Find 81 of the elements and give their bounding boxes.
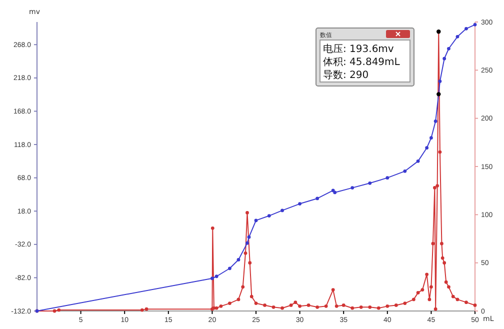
point	[316, 196, 320, 200]
point	[464, 300, 468, 304]
point	[440, 242, 444, 246]
point	[434, 307, 438, 311]
point	[331, 288, 335, 292]
point	[350, 186, 354, 190]
point	[447, 46, 450, 50]
point	[236, 258, 240, 262]
point	[306, 304, 310, 307]
point	[214, 274, 218, 278]
point	[473, 304, 477, 307]
point	[272, 305, 276, 309]
point	[350, 306, 354, 310]
point	[316, 305, 320, 309]
point	[254, 218, 258, 222]
point	[368, 305, 372, 309]
point	[412, 298, 416, 302]
point	[342, 304, 346, 307]
point	[433, 186, 436, 190]
point	[438, 150, 442, 154]
point	[289, 304, 293, 307]
point	[403, 169, 407, 173]
point	[280, 208, 284, 212]
point	[246, 241, 249, 245]
point	[394, 304, 398, 307]
point	[425, 146, 429, 150]
point	[248, 261, 252, 265]
point	[440, 256, 444, 260]
point	[386, 304, 390, 308]
point	[430, 285, 433, 289]
point	[456, 298, 460, 302]
point	[442, 56, 446, 60]
point	[451, 294, 455, 298]
point	[464, 26, 468, 30]
point	[57, 308, 61, 312]
point	[386, 176, 390, 180]
point	[144, 307, 148, 311]
point	[228, 302, 232, 305]
point	[244, 252, 248, 255]
point	[334, 304, 338, 308]
point	[298, 304, 302, 308]
point	[438, 80, 442, 83]
point	[416, 159, 420, 163]
point	[254, 302, 258, 305]
annotation: 导数: 290	[323, 70, 369, 81]
point	[447, 285, 450, 289]
point	[228, 266, 232, 270]
point	[210, 226, 214, 230]
point	[324, 304, 328, 308]
annotation: 体积: 45.849mL	[323, 56, 400, 68]
point	[246, 211, 249, 214]
point	[444, 280, 448, 284]
point	[280, 306, 284, 310]
point	[250, 294, 254, 298]
point	[236, 298, 240, 302]
point	[267, 214, 271, 218]
point	[298, 202, 302, 206]
point	[442, 261, 446, 265]
point	[263, 304, 266, 307]
point	[425, 272, 429, 276]
point	[359, 305, 363, 309]
point	[431, 242, 435, 246]
point	[420, 288, 424, 292]
point	[456, 34, 460, 38]
point	[52, 309, 56, 313]
point	[219, 304, 223, 308]
point	[376, 306, 380, 310]
point	[214, 306, 218, 310]
point	[430, 136, 433, 140]
point	[241, 285, 245, 289]
point	[434, 120, 438, 123]
point	[247, 235, 251, 239]
point	[403, 302, 407, 305]
point	[368, 181, 372, 185]
point	[416, 291, 420, 294]
point	[436, 184, 440, 188]
point	[428, 298, 432, 302]
annotation: 电压: 193.6mv	[323, 43, 394, 55]
point	[140, 308, 144, 312]
point	[294, 300, 298, 304]
point	[210, 276, 214, 280]
